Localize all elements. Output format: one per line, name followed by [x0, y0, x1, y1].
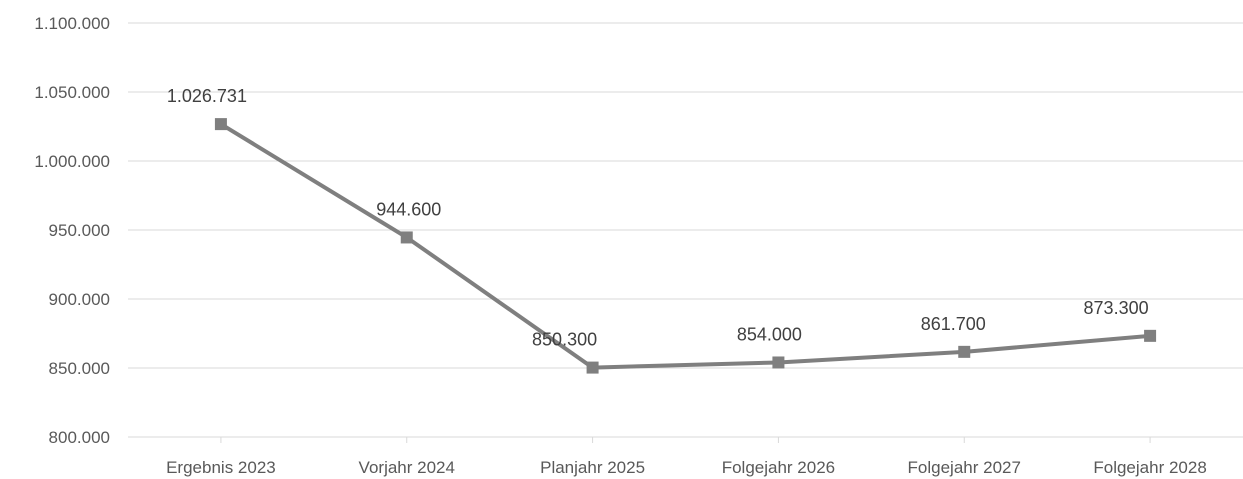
data-label: 873.300 — [1084, 298, 1149, 318]
data-label: 944.600 — [376, 199, 441, 219]
x-tick-label: Folgejahr 2027 — [908, 458, 1021, 477]
y-tick-label: 950.000 — [49, 221, 110, 240]
data-point-marker — [400, 231, 413, 244]
data-label: 854.000 — [737, 324, 802, 344]
x-tick-label: Vorjahr 2024 — [359, 458, 455, 477]
x-tick-label: Folgejahr 2026 — [722, 458, 835, 477]
y-tick-label: 1.000.000 — [34, 152, 110, 171]
data-point-marker — [958, 345, 971, 358]
y-tick-label: 900.000 — [49, 290, 110, 309]
data-label: 1.026.731 — [167, 86, 247, 106]
data-point-marker — [214, 118, 227, 131]
data-label: 861.700 — [921, 314, 986, 334]
y-tick-label: 800.000 — [49, 428, 110, 447]
x-tick-label: Planjahr 2025 — [540, 458, 645, 477]
data-label: 850.300 — [532, 330, 597, 350]
series — [214, 118, 1157, 374]
data-labels: 1.026.731 944.600 850.300 854.000 861.700 873… — [167, 86, 1149, 349]
data-point-marker — [586, 361, 599, 374]
y-tick-label: 850.000 — [49, 359, 110, 378]
gridlines — [128, 22, 1243, 369]
x-tick-label: Folgejahr 2028 — [1093, 458, 1206, 477]
data-point-marker — [772, 356, 785, 369]
axes: 800.000 850.000 900.000 950.000 1.000.000 1.0… — [34, 14, 1243, 477]
data-point-marker — [1144, 329, 1157, 342]
x-tick-label: Ergebnis 2023 — [166, 458, 276, 477]
series-line — [218, 122, 1153, 370]
y-tick-label: 1.100.000 — [34, 14, 110, 33]
y-tick-label: 1.050.000 — [34, 83, 110, 102]
